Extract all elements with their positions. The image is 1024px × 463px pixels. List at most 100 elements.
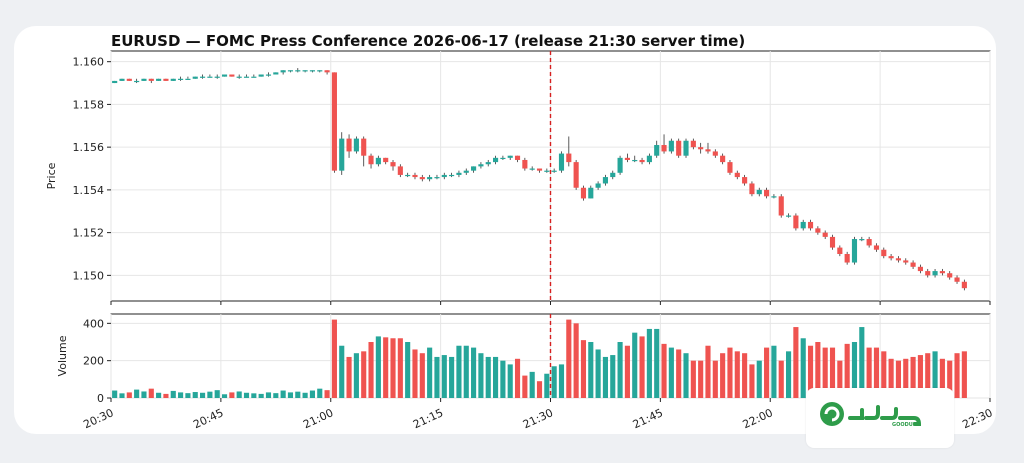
- candle-body: [383, 157, 389, 163]
- volume-bar: [683, 353, 689, 398]
- candle-body: [947, 273, 953, 278]
- candlestick-series: [112, 68, 967, 291]
- volume-bar: [514, 358, 521, 398]
- candle-body: [170, 78, 176, 81]
- candle-body: [917, 266, 923, 272]
- volume-bar: [764, 347, 770, 398]
- chart-title: EURUSD — FOMC Press Conference 2026-06-1…: [111, 32, 745, 50]
- candle-body: [954, 277, 960, 282]
- candle-body: [668, 140, 674, 152]
- candle-body: [243, 76, 250, 78]
- volume-bar: [170, 390, 176, 398]
- volume-bar: [785, 351, 792, 398]
- volume-bar: [617, 342, 623, 398]
- volume-bar: [273, 393, 279, 398]
- candle-body: [148, 78, 154, 81]
- candle-body: [720, 155, 726, 163]
- volume-bar: [771, 345, 777, 398]
- candle-body: [536, 168, 543, 171]
- volume-bar: [156, 392, 162, 398]
- volume-bar: [507, 364, 513, 398]
- volume-bar: [119, 393, 125, 398]
- volume-bar: [199, 392, 206, 398]
- candle-body: [309, 70, 316, 72]
- candle-body: [610, 172, 616, 178]
- candle-body: [646, 155, 652, 163]
- volume-bar: [346, 356, 352, 398]
- candle-body: [390, 162, 396, 167]
- volume-bar: [654, 328, 660, 398]
- volume-bar: [566, 319, 572, 398]
- volume-bar: [317, 388, 323, 398]
- candle-body: [178, 78, 184, 80]
- volume-bar: [471, 347, 477, 398]
- volume-bar: [375, 336, 381, 398]
- volume-bar: [873, 347, 880, 398]
- candle-body: [156, 78, 162, 81]
- candle-body: [573, 162, 579, 188]
- volume-bar: [720, 353, 726, 398]
- volume-bar: [419, 353, 425, 398]
- time-tick-label: 22:00: [741, 406, 775, 431]
- candle-body: [514, 155, 521, 160]
- volume-bar: [866, 347, 872, 398]
- volume-bar: [800, 338, 806, 398]
- volume-bar: [492, 356, 499, 398]
- volume-bar: [449, 356, 455, 398]
- volume-bar: [178, 392, 184, 398]
- volume-bar: [632, 332, 638, 398]
- candle-body: [339, 138, 345, 171]
- candle-body: [925, 271, 931, 276]
- candle-body: [280, 70, 286, 73]
- volume-bar: [361, 351, 367, 398]
- volume-bar: [932, 351, 938, 398]
- volume-bar: [207, 391, 213, 398]
- volume-bar: [573, 323, 579, 398]
- candle-body: [375, 157, 381, 165]
- volume-bar: [353, 353, 359, 398]
- volume-bar: [229, 392, 235, 398]
- volume-bar: [412, 349, 418, 398]
- logo-circle-icon: [820, 402, 844, 426]
- volume-bar: [544, 373, 550, 398]
- volume-bar: [661, 343, 667, 398]
- price-tick-label: 1.156: [73, 141, 105, 154]
- volume-bar: [405, 342, 411, 398]
- candle-body: [705, 149, 711, 152]
- candle-body: [368, 155, 374, 165]
- volume-bar: [646, 328, 652, 398]
- candle-body: [800, 221, 806, 229]
- candle-body: [463, 170, 469, 173]
- volume-bar: [954, 353, 960, 398]
- price-tick-label: 1.158: [73, 98, 105, 111]
- candle-body: [690, 140, 696, 148]
- candle-body: [456, 172, 462, 175]
- candle-body: [785, 215, 792, 217]
- candle-body: [331, 72, 337, 171]
- time-tick-label: 20:30: [81, 406, 115, 431]
- volume-bar: [243, 392, 250, 398]
- candle-body: [529, 168, 535, 170]
- candle-body: [873, 245, 880, 250]
- volume-bar: [602, 356, 609, 398]
- volume-bar: [734, 351, 740, 398]
- volume-bar: [712, 360, 718, 398]
- candle-body: [361, 138, 367, 156]
- candle-body: [199, 76, 206, 78]
- volume-bar: [778, 360, 784, 398]
- price-tick-label: 1.150: [73, 269, 105, 282]
- volume-bar: [756, 360, 762, 398]
- candle-body: [829, 236, 836, 248]
- volume-bar: [251, 393, 257, 398]
- volume-bar: [639, 336, 645, 398]
- goodup-logo-mark: GOODUP: [820, 402, 922, 428]
- candle-body: [405, 174, 411, 177]
- volume-bar: [793, 327, 799, 398]
- volume-bars: [112, 319, 967, 398]
- time-tick-label: 20:45: [191, 406, 225, 431]
- candle-body: [397, 166, 403, 175]
- candle-body: [624, 157, 630, 160]
- candle-body: [859, 239, 865, 241]
- volume-bar: [126, 392, 132, 398]
- volume-bar: [668, 347, 674, 398]
